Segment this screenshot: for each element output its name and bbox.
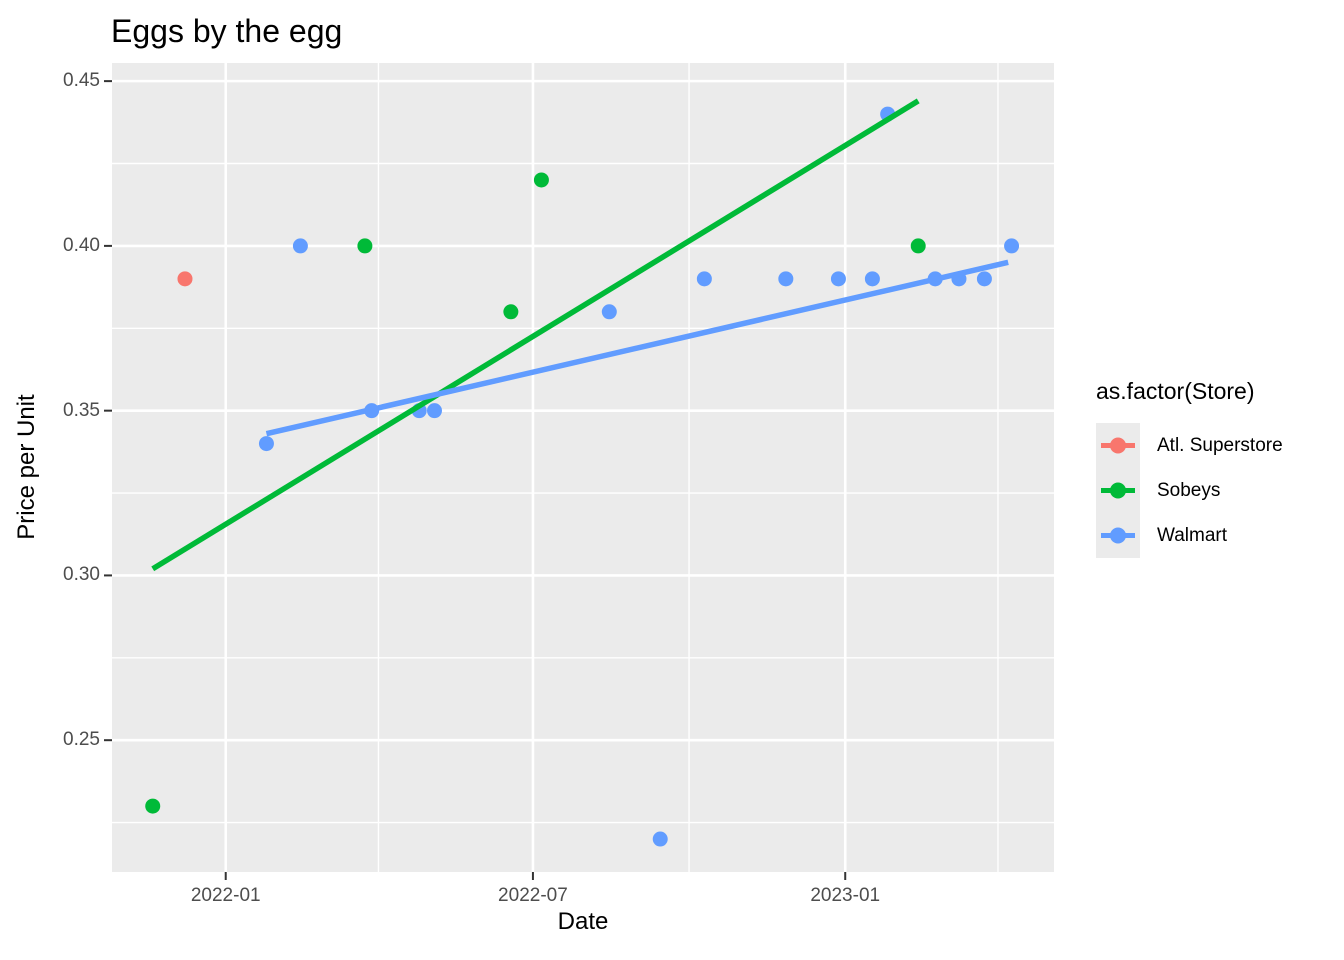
x-axis-title: Date [557,908,609,935]
data-point-walmart [976,271,992,287]
trend-line-walmart [265,259,1009,437]
legend-line-point-glyph [1101,482,1135,499]
legend-line-point-glyph [1101,437,1135,454]
legend-title: as.factor(Store) [1096,378,1255,404]
data-point-walmart [601,304,617,320]
data-point-walmart [258,436,274,452]
legend-glyph-point [1110,527,1126,544]
chart-title: Eggs by the egg [111,13,343,49]
legend-key-sobeys [1096,468,1140,513]
y-axis-title: Price per Unit [13,394,40,540]
data-point-walmart [830,271,846,287]
data-point-sobeys [503,304,519,320]
data-point-walmart [696,271,712,287]
data-point-walmart [1004,238,1020,254]
y-tick-label: 0.30 [63,564,100,586]
data-point-walmart [864,271,880,287]
legend-line-point-glyph [1101,527,1135,544]
x-tick-label: 2022-01 [190,885,261,906]
data-point-sobeys [357,238,373,254]
trend-line-sobeys [151,98,920,572]
data-point-walmart [652,831,668,847]
data-point-walmart [292,238,308,254]
x-tick-label: 2023-01 [810,885,881,906]
legend-glyph-point [1110,482,1126,499]
legend-entry-sobeys: Sobeys [1096,468,1283,513]
legend: as.factor(Store) Atl. Superstore Sobeys Wa… [1096,378,1283,558]
legend-key-atl-superstore [1096,423,1140,468]
y-tick-label: 0.25 [63,729,100,751]
legend-label-atl-superstore: Atl. Superstore [1157,434,1283,456]
y-tick-label: 0.45 [63,70,100,92]
legend-key-walmart [1096,513,1140,558]
data-point-walmart [778,271,794,287]
legend-entry-walmart: Walmart [1096,513,1283,558]
data-point-atl-superstore [177,271,193,287]
legend-entries: Atl. Superstore Sobeys Walmart [1096,423,1283,558]
data-point-sobeys [910,238,926,254]
data-point-sobeys [145,798,161,814]
y-tick-label: 0.40 [63,234,100,256]
y-tick-label: 0.35 [63,399,100,421]
x-tick-label: 2022-07 [498,885,568,906]
panel-background [112,63,1054,872]
data-point-sobeys [533,172,549,188]
legend-entry-atl-superstore: Atl. Superstore [1096,423,1283,468]
legend-glyph-point [1110,437,1126,454]
legend-label-sobeys: Sobeys [1157,479,1221,501]
legend-label-walmart: Walmart [1157,524,1228,546]
data-point-walmart [426,403,442,419]
